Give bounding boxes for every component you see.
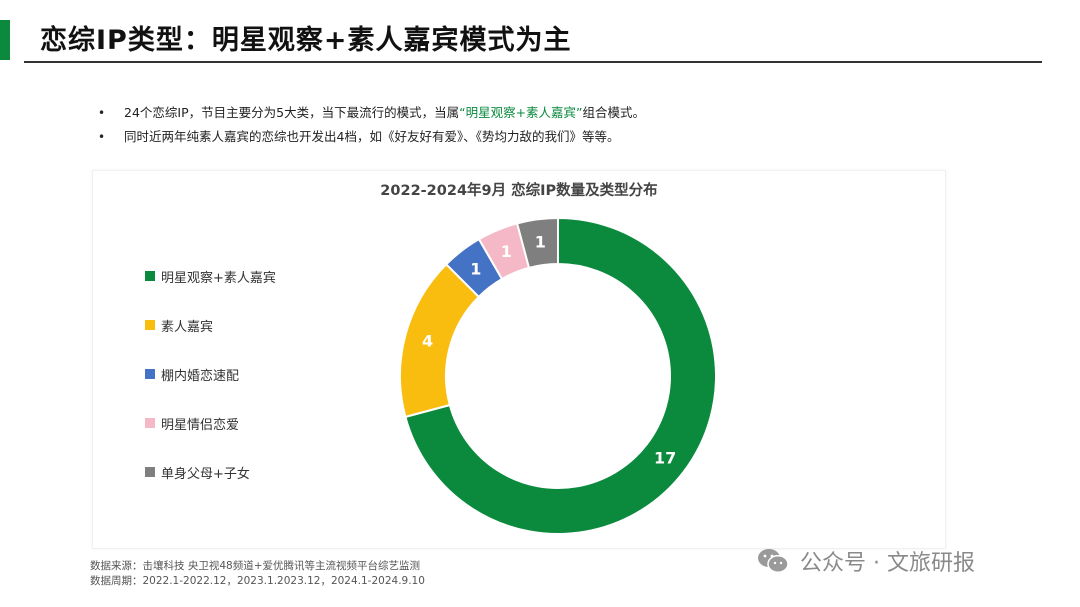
legend-item: 明星情侣恋爱 [145, 414, 276, 463]
slice-value-label: 4 [422, 332, 433, 351]
donut-slices [399, 216, 717, 535]
source-line: 数据来源：击壤科技 央卫视48频道+爱优腾讯等主流视频平台综艺监测 [90, 560, 420, 572]
legend-label: 明星观察+素人嘉宾 [161, 271, 276, 286]
legend-item: 棚内婚恋速配 [145, 365, 276, 414]
donut-labels: 17 4 1 1 1 [422, 233, 676, 468]
bullet-dot: • [98, 130, 106, 144]
chart-container: 2022-2024年9月 恋综IP数量及类型分布 明星观察+素人嘉宾 素人嘉宾棚内… [92, 170, 946, 549]
legend-label: 素人嘉宾 [161, 320, 214, 335]
bullet-item: • 24个恋综IP，节目主要分为5大类，当下最流行的模式，当属“明星观察+素人嘉… [98, 102, 645, 126]
slice-value-label: 1 [535, 233, 546, 252]
slice-value-label: 17 [654, 449, 676, 468]
legend-label: 单身父母+子女 [161, 467, 250, 482]
watermark-text: 公众号 · 文旅研报 [800, 551, 975, 576]
chart-legend: 明星观察+素人嘉宾 素人嘉宾棚内婚恋速配 明星情侣恋爱 单身父母+子女 [145, 267, 276, 512]
legend-item: 单身父母+子女 [145, 463, 276, 512]
legend-swatch [145, 271, 155, 281]
watermark: 公众号 · 文旅研报 [756, 545, 975, 577]
title-divider [24, 61, 1042, 63]
donut-slice [404, 216, 717, 535]
donut-slice [399, 262, 481, 419]
data-source-note: 数据来源：击壤科技 央卫视48频道+爱优腾讯等主流视频平台综艺监测 数据周期：2… [90, 559, 425, 589]
slice-value-label: 1 [501, 242, 512, 261]
bullet-item: • 同时近两年纯素人嘉宾的恋综也开发出4档，如《好友好有爱》、《势均力敌的我们》… [98, 126, 645, 150]
bullet-dot: • [98, 106, 106, 120]
donut-slice [515, 216, 559, 270]
legend-label: 棚内婚恋速配 [161, 369, 240, 384]
chart-title: 2022-2024年9月 恋综IP数量及类型分布 [380, 183, 658, 199]
bullet-list: • 24个恋综IP，节目主要分为5大类，当下最流行的模式，当属“明星观察+素人嘉… [98, 102, 645, 150]
bullet-text: 组合模式。 [582, 105, 646, 120]
legend-label: 明星情侣恋爱 [161, 418, 240, 433]
title-accent-bar [0, 20, 10, 60]
legend-swatch [145, 418, 155, 428]
legend-swatch [145, 467, 155, 477]
legend-item: 素人嘉宾 [145, 316, 276, 365]
slice-value-label: 1 [470, 259, 481, 278]
wechat-icon [758, 549, 789, 573]
bullet-text: 同时近两年纯素人嘉宾的恋综也开发出4档，如《好友好有爱》、《势均力敌的我们》等等… [124, 129, 620, 144]
bullet-highlight: “明星观察+素人嘉宾” [459, 105, 583, 120]
legend-swatch [145, 320, 155, 330]
period-line: 数据周期：2022.1-2022.12，2023.1.2023.12，2024.… [90, 575, 425, 587]
legend-item: 明星观察+素人嘉宾 [145, 267, 276, 316]
bullet-text: 24个恋综IP，节目主要分为5大类，当下最流行的模式，当属 [124, 105, 460, 120]
donut-chart: 17 4 1 1 1 [399, 216, 717, 535]
page-title: 恋综IP类型：明星观察+素人嘉宾模式为主 [40, 25, 572, 56]
legend-swatch [145, 369, 155, 379]
